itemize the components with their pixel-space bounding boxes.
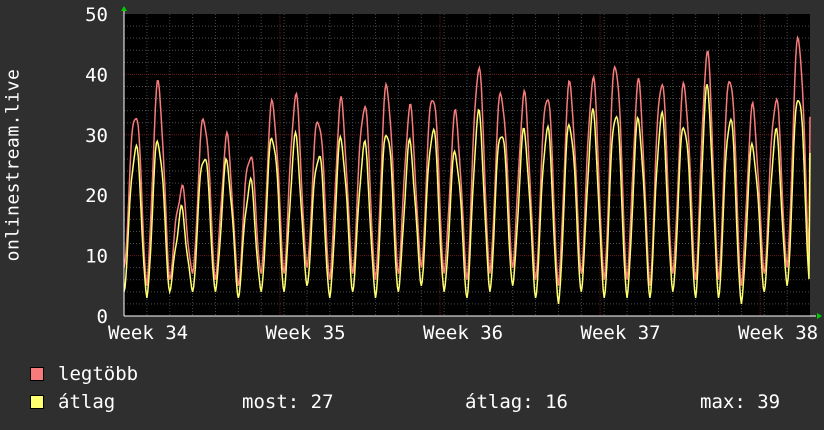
x-tick-label: Week 37 — [581, 322, 661, 344]
y-tick-label: 50 — [85, 4, 108, 26]
x-tick-label: Week 36 — [423, 322, 503, 344]
x-axis-arrow-icon — [817, 313, 822, 319]
legend-swatch-avg — [30, 395, 44, 409]
x-tick-label: Week 34 — [108, 322, 188, 344]
stat-now: most: 27 — [242, 391, 334, 413]
series-line-avg — [123, 84, 811, 304]
legend-label-max: legtöbb — [58, 363, 139, 385]
series-line-max — [123, 34, 811, 286]
legend-item-avg: átlag — [30, 391, 115, 413]
stat-avg: átlag: 16 — [465, 391, 568, 413]
y-tick-label: 40 — [85, 64, 108, 86]
y-axis-arrow-icon — [121, 6, 127, 11]
axes: 0 10 20 30 40 50 Week 34 Week 35 Week 36 Week 37 W… — [85, 4, 822, 344]
grid — [124, 14, 810, 316]
y-tick-label: 0 — [97, 306, 108, 328]
legend-item-max: legtöbb — [30, 363, 138, 385]
x-tick-label: Week 38 — [738, 322, 818, 344]
series-lines — [123, 34, 811, 304]
line-chart: 0 10 20 30 40 50 Week 34 Week 35 Week 36 Week 37 W… — [85, 4, 822, 344]
stat-max: max: 39 — [700, 391, 781, 413]
y-tick-label: 20 — [85, 185, 108, 207]
y-tick-label: 10 — [85, 246, 108, 268]
y-tick-label: 30 — [85, 125, 108, 147]
legend-label-avg: átlag — [58, 391, 116, 413]
y-axis-label: onlinestream.live — [2, 68, 24, 262]
x-tick-label: Week 35 — [266, 322, 346, 344]
legend-swatch-max — [30, 367, 44, 381]
